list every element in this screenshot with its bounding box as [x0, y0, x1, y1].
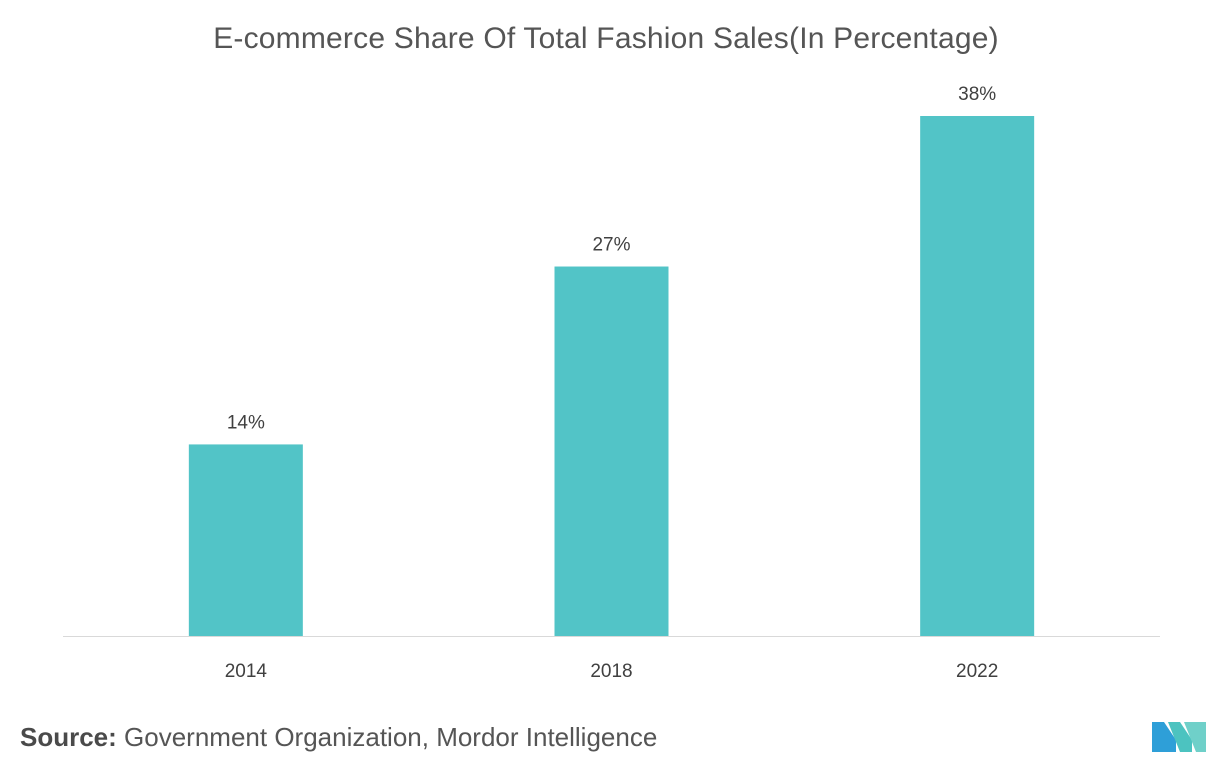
bar-2022: [920, 116, 1035, 636]
source-note: Source: Government Organization, Mordor …: [20, 722, 657, 753]
x-tick-label-2018: 2018: [590, 661, 632, 682]
x-tick-label-2022: 2022: [956, 661, 998, 682]
data-label-2014: 14%: [227, 412, 265, 433]
mordor-intelligence-logo-icon: [1152, 722, 1206, 752]
bar-2018: [554, 266, 669, 636]
data-label-2018: 27%: [592, 235, 630, 256]
chart-title: E-commerce Share Of Total Fashion Sales(…: [213, 22, 999, 55]
source-label: Source:: [20, 722, 117, 752]
x-tick-label-2014: 2014: [225, 661, 268, 682]
source-text: Government Organization, Mordor Intellig…: [116, 722, 658, 752]
bar-2014: [188, 444, 303, 636]
data-label-2022: 38%: [958, 84, 996, 105]
